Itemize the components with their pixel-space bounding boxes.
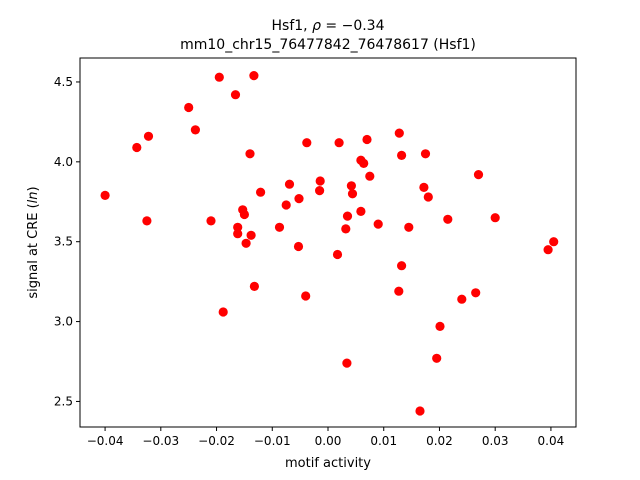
data-point: [543, 245, 553, 255]
data-point: [457, 294, 467, 304]
data-point: [249, 281, 259, 291]
data-point: [230, 90, 241, 100]
data-point: [315, 176, 325, 186]
y-axis-ticks: 2.5 3.0 3.5 4.0 4.5: [54, 75, 80, 408]
rho-symbol: ρ: [312, 18, 321, 34]
data-point: [420, 149, 431, 159]
data-point: [281, 200, 291, 210]
x-tick-label: −0.02: [198, 434, 235, 448]
data-point: [342, 211, 353, 221]
data-point: [341, 224, 351, 234]
data-point: [206, 216, 216, 226]
ylabel-ln: ln: [26, 191, 41, 203]
data-point: [435, 321, 445, 331]
data-point: [415, 406, 425, 416]
x-tick-label: 0.04: [538, 434, 565, 448]
data-point: [302, 138, 312, 148]
data-point: [142, 216, 152, 226]
x-tick-label: 0.03: [482, 434, 509, 448]
data-point: [294, 194, 304, 204]
data-point: [100, 190, 110, 200]
data-point: [419, 182, 429, 192]
data-point: [256, 187, 266, 197]
x-axis-label: motif activity: [285, 456, 371, 471]
data-point: [274, 222, 285, 232]
data-point: [143, 131, 154, 141]
data-point: [473, 170, 484, 180]
data-point: [397, 150, 407, 160]
data-point: [249, 71, 259, 81]
data-point: [246, 230, 256, 240]
data-point: [332, 249, 343, 260]
data-point: [471, 288, 481, 298]
data-point: [423, 192, 433, 202]
chart-title-line-2: mm10_chr15_76477842_76478617 (Hsf1): [180, 37, 476, 53]
data-point: [365, 171, 375, 181]
data-point: [443, 214, 453, 224]
x-axis-ticks: −0.04 −0.03 −0.02 −0.01 0.00 0.01 0.02 0.03 0.04: [87, 427, 565, 448]
data-point: [190, 125, 200, 135]
data-point: [334, 138, 344, 148]
data-point: [245, 149, 255, 159]
data-point: [239, 209, 249, 220]
data-point: [397, 261, 407, 271]
data-point: [132, 142, 142, 153]
data-point: [432, 353, 442, 363]
y-tick-label: 2.5: [54, 394, 73, 408]
x-tick-label: 0.02: [426, 434, 453, 448]
x-tick-label: −0.01: [254, 434, 291, 448]
plot-area-frame: [79, 57, 577, 428]
data-point: [359, 158, 369, 168]
data-point: [356, 206, 366, 216]
data-point: [373, 219, 383, 229]
points-layer: [100, 71, 559, 416]
y-axis-label: signal at CRE (ln): [26, 186, 41, 298]
data-point: [184, 102, 194, 113]
y-tick-label: 4.0: [54, 155, 73, 169]
data-point: [301, 291, 311, 301]
y-tick-label: 3.5: [54, 235, 73, 249]
data-point: [214, 72, 224, 82]
data-point: [293, 241, 304, 252]
data-point: [346, 181, 356, 191]
data-point: [394, 128, 404, 138]
data-point: [284, 179, 295, 189]
data-point: [241, 238, 251, 248]
data-point: [347, 189, 358, 199]
x-tick-label: −0.04: [87, 434, 124, 448]
chart-title-line-1: Hsf1, ρ = −0.34: [272, 18, 385, 34]
data-point: [218, 307, 228, 317]
x-tick-label: −0.03: [142, 434, 179, 448]
data-point: [362, 134, 372, 145]
data-point: [315, 186, 325, 196]
data-point: [394, 286, 404, 296]
y-tick-label: 4.5: [54, 75, 73, 89]
x-tick-label: 0.00: [315, 434, 342, 448]
data-point: [342, 358, 352, 368]
data-point: [233, 229, 243, 239]
data-point: [549, 237, 559, 247]
y-tick-label: 3.0: [54, 315, 73, 329]
data-point: [404, 222, 414, 232]
data-point: [233, 222, 243, 232]
data-point: [490, 213, 500, 223]
x-tick-label: 0.01: [370, 434, 397, 448]
